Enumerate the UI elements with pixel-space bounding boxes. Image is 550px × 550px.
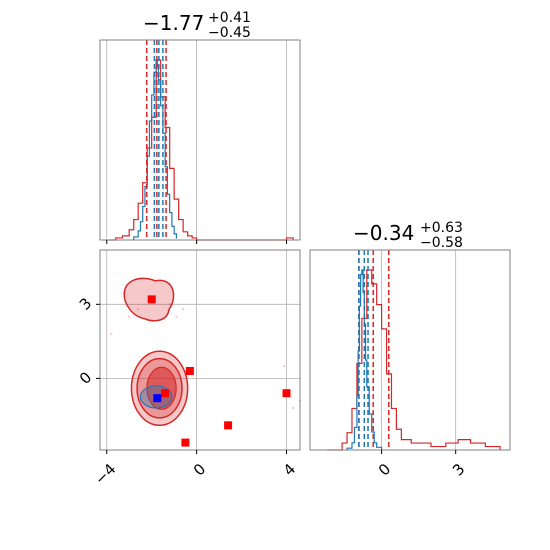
joint-blue-marker <box>153 394 162 403</box>
joint-scatter-dot <box>283 364 286 368</box>
joint-red-marker <box>161 389 170 398</box>
joint-xtick-label: −4 <box>91 460 119 488</box>
joint-ytick-label: 3 <box>76 294 95 313</box>
joint-xtick-label: 4 <box>280 460 299 479</box>
histogram-param-2 <box>309 249 511 451</box>
hist2-xtick-label: 3 <box>449 460 468 479</box>
histogram-param-1 <box>99 39 301 241</box>
hist2-hist-blue <box>346 269 383 450</box>
hist2-frame <box>309 249 511 451</box>
title-param-1-sup: +0.41 <box>208 10 251 26</box>
title-param-2-sup: +0.63 <box>420 220 463 236</box>
hist2-hist-red <box>327 269 501 451</box>
title-param-1-sub: −0.45 <box>208 25 251 41</box>
title-param-1: −1.77 +0.41 −0.45 <box>143 10 251 41</box>
hist2-xtick-label: 0 <box>375 460 394 479</box>
title-param-1-main: −1.77 <box>143 11 204 35</box>
joint-red-marker <box>147 295 156 304</box>
joint-scatter-dot <box>292 406 295 410</box>
joint-red-marker <box>181 438 190 447</box>
title-param-2-sub: −0.58 <box>420 235 463 251</box>
joint-scatter-dot <box>137 308 140 311</box>
joint-scatter-dot <box>175 315 178 318</box>
joint-scatter-dot <box>110 332 113 336</box>
joint-scatter-dot <box>168 303 171 306</box>
joint-ytick-label: 0 <box>76 368 95 387</box>
joint-red-marker <box>185 366 194 375</box>
tick-labels: −4 0 4 0 3 0 3 <box>76 240 468 488</box>
joint-scatter-dot <box>181 308 185 311</box>
joint-scatter-dot <box>128 315 131 318</box>
joint-scatter-dot <box>123 290 126 294</box>
title-param-2: −0.34 +0.63 −0.58 <box>353 220 463 251</box>
joint-xtick-label: 0 <box>190 460 209 479</box>
hist1-frame <box>99 39 301 241</box>
hist1-hist-red <box>108 59 294 241</box>
title-param-2-main: −0.34 <box>353 221 414 245</box>
joint-frame <box>99 249 301 451</box>
joint-red-marker <box>224 421 233 430</box>
joint-red-marker <box>282 389 291 398</box>
joint-panel <box>99 249 302 451</box>
